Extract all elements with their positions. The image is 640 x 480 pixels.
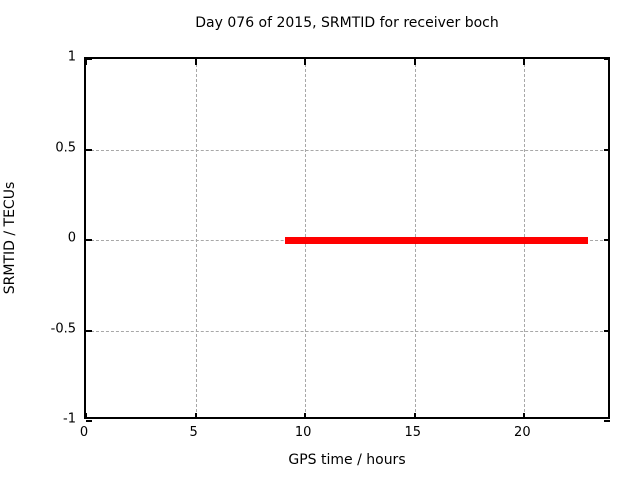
x-tick-top [194, 59, 197, 65]
y-tick-left [86, 239, 92, 241]
x-tick-top [304, 59, 307, 65]
y-tick-label: -0.5 [50, 321, 76, 336]
y-tick-label: 0 [67, 230, 76, 246]
x-tick-bottom [194, 413, 197, 419]
data-series-srmtid-line [285, 236, 588, 244]
x-tick-bottom [304, 413, 307, 419]
x-tick-label: 15 [404, 425, 422, 440]
plot-area [84, 57, 610, 422]
x-tick-label: 20 [514, 425, 531, 440]
y-gridline [86, 330, 608, 332]
x-axis-label: GPS time / hours [288, 452, 406, 468]
x-tick-label: 5 [189, 425, 198, 440]
x-tick-top [413, 59, 416, 65]
x-tick-label: 0 [79, 425, 89, 440]
chart-title: Day 076 of 2015, SRMTID for receiver boc… [195, 15, 499, 31]
x-tick-label: 10 [294, 425, 312, 440]
y-tick-right [604, 148, 610, 151]
y-tick-left [86, 329, 92, 332]
y-tick-left [86, 148, 92, 151]
y-tick-right [604, 329, 610, 332]
y-axis-label: SRMTID / TECUs [2, 181, 18, 295]
y-gridline [86, 149, 608, 151]
x-tick-top [523, 59, 526, 65]
x-tick-bottom [85, 413, 87, 419]
y-tick-label: 1 [67, 49, 76, 65]
y-tick-right [604, 239, 610, 241]
y-tick-left [86, 58, 92, 60]
x-tick-top [85, 59, 87, 65]
y-tick-right [604, 420, 610, 422]
x-tick-bottom [523, 413, 526, 419]
x-gridline [195, 59, 197, 417]
y-tick-left [86, 420, 92, 422]
y-tick-label: 0.5 [55, 140, 76, 155]
y-tick-right [604, 58, 610, 60]
y-tick-label: -1 [63, 411, 76, 427]
x-tick-bottom [413, 413, 416, 419]
